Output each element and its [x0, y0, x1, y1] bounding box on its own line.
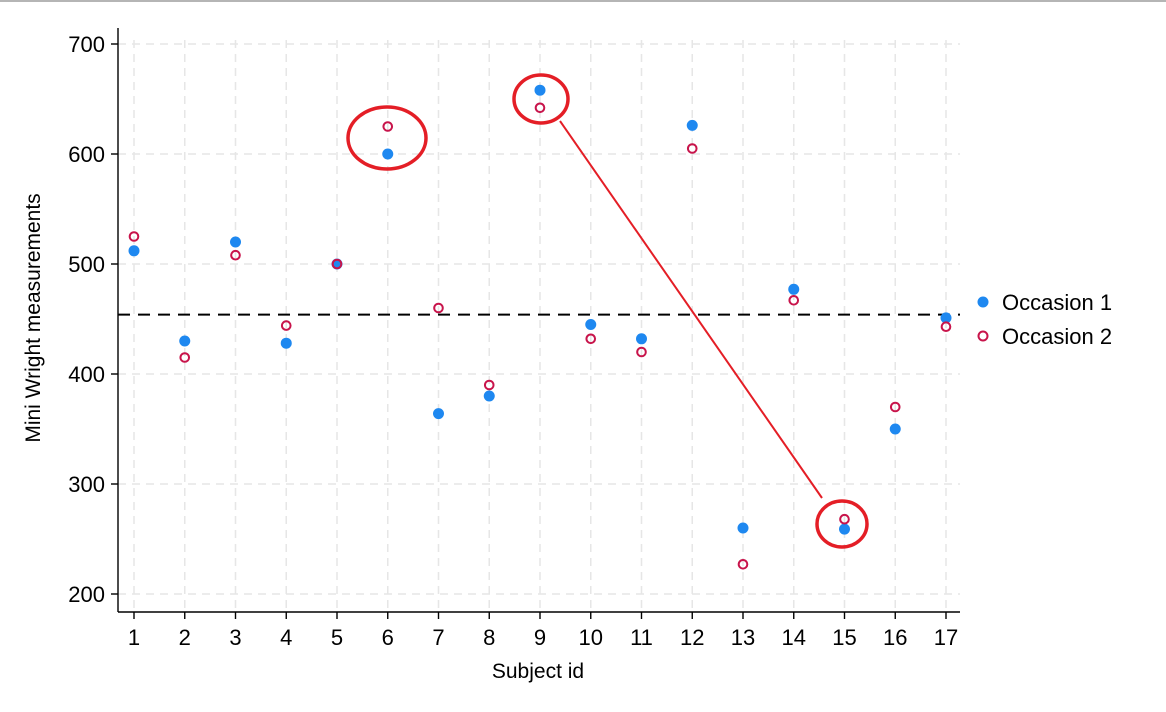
legend-marker-occasion-2: [977, 330, 989, 342]
x-tick-label: 4: [280, 625, 292, 650]
axes: [111, 28, 960, 619]
point-occasion-1: [940, 312, 952, 324]
point-occasion-2: [585, 333, 597, 345]
point-occasion-2: [889, 401, 901, 413]
x-tick-label: 17: [934, 625, 958, 650]
annotation-ellipse-subject-15: [815, 499, 869, 549]
x-tick-label: 6: [382, 625, 394, 650]
legend-label-occasion-1: Occasion 1: [1002, 290, 1112, 315]
point-occasion-2: [788, 295, 800, 306]
x-tick-label: 9: [534, 625, 546, 650]
point-occasion-2: [483, 379, 495, 391]
y-tick-label: 500: [68, 252, 105, 277]
y-tick-label: 400: [68, 362, 105, 387]
x-tick-label: 12: [680, 625, 704, 650]
legend: Occasion 1 Occasion 2: [977, 290, 1112, 349]
y-axis-title: Mini Wright measurements: [22, 193, 45, 442]
data-points: [128, 84, 952, 570]
annotations: [346, 73, 869, 549]
point-occasion-1: [585, 319, 597, 330]
annotation-ellipse-subject-9: [512, 73, 570, 125]
point-occasion-2: [331, 258, 343, 270]
point-occasion-1: [230, 236, 241, 248]
point-occasion-2: [280, 320, 292, 331]
x-tick-label: 15: [832, 625, 856, 650]
point-occasion-1: [686, 119, 698, 131]
point-occasion-1: [483, 390, 495, 402]
point-occasion-2: [230, 249, 241, 261]
top-border: [0, 0, 1166, 2]
x-tick-label: 8: [483, 625, 495, 650]
x-tick-label: 10: [579, 625, 603, 650]
x-tick-label: 3: [229, 625, 241, 650]
point-occasion-2: [534, 102, 546, 114]
point-occasion-1: [382, 148, 394, 160]
annotation-ellipse-subject-6: [346, 105, 428, 171]
x-tick-labels: 1 2 3 4 5 6 7 8 9 10 11 12 13 14 15 16 17: [128, 625, 958, 650]
x-axis-title: Subject id: [492, 660, 584, 683]
point-occasion-1: [280, 337, 292, 349]
legend-label-occasion-2: Occasion 2: [1002, 324, 1112, 349]
legend-marker-occasion-1: [977, 296, 989, 308]
point-occasion-2: [636, 346, 647, 358]
point-occasion-1: [128, 245, 140, 257]
point-occasion-2: [433, 302, 444, 314]
point-occasion-1: [788, 283, 800, 295]
point-occasion-2: [686, 143, 698, 154]
gridlines: [118, 40, 960, 612]
x-tick-label: 2: [179, 625, 191, 650]
point-occasion-1: [433, 408, 444, 420]
x-tick-label: 1: [128, 625, 140, 650]
annotation-connector: [559, 120, 823, 499]
point-occasion-1: [534, 84, 546, 96]
y-tick-label: 600: [68, 142, 105, 167]
x-tick-label: 13: [731, 625, 755, 650]
y-tick-label: 200: [68, 582, 105, 607]
y-tick-label: 300: [68, 472, 105, 497]
point-occasion-2: [128, 231, 140, 242]
x-tick-label: 5: [331, 625, 343, 650]
point-occasion-2: [382, 121, 394, 132]
x-tick-label: 14: [782, 625, 806, 650]
y-tick-label: 700: [68, 32, 105, 57]
point-occasion-1: [839, 523, 850, 535]
point-occasion-1: [737, 522, 749, 534]
x-tick-label: 11: [630, 625, 653, 650]
point-occasion-2: [737, 559, 749, 570]
point-occasion-2: [179, 352, 191, 363]
point-occasion-1: [179, 335, 191, 347]
y-tick-labels: 200 300 400 500 600 700: [68, 32, 105, 607]
x-tick-label: 7: [432, 625, 444, 650]
point-occasion-1: [889, 423, 901, 435]
point-occasion-2: [839, 513, 850, 525]
point-occasion-1: [636, 333, 647, 345]
x-tick-label: 16: [883, 625, 907, 650]
point-occasion-2: [940, 321, 952, 333]
